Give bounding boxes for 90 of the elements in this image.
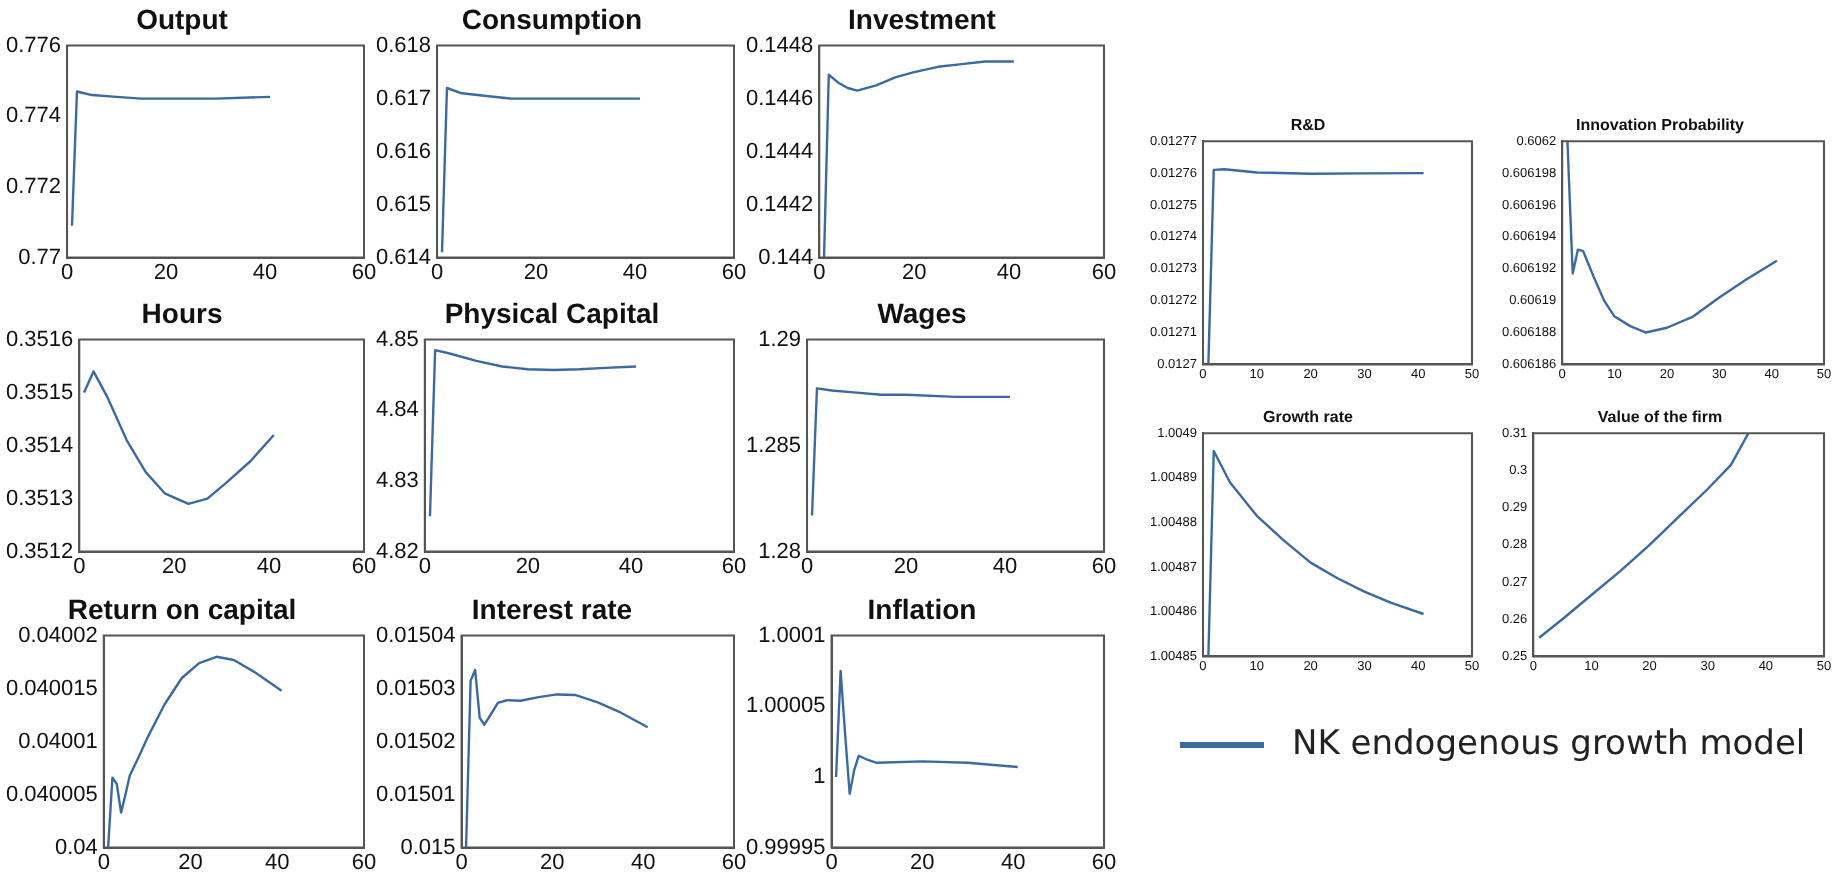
x-tick-label: 40 [252,260,278,285]
chart-title: Return on capital [67,592,297,625]
x-tick-label: 60 [721,554,747,579]
y-tick-label: 1.29 [758,327,802,352]
chart-title: Growth rate [1263,408,1354,427]
y-tick-label: 0.1448 [745,33,814,58]
x-tick-label: 20 [523,260,549,285]
x-tick-label: 0 [455,850,468,875]
x-tick-label: 40 [996,260,1022,285]
x-tick-label: 60 [1091,260,1117,285]
y-tick-label: 1.285 [745,433,802,458]
x-tick-label: 20 [161,554,187,579]
x-tick-label: 40 [630,850,656,875]
x-tick-label: 20 [153,260,179,285]
x-tick-label: 20 [178,850,203,875]
x-tick-label: 0 [97,850,110,875]
x-tick-label: 60 [721,260,747,285]
chart-title: Output [136,2,229,35]
chart-title: Hours [141,296,223,329]
x-tick-label: 40 [1000,850,1026,875]
y-tick-label: 0.618 [375,33,432,58]
y-tick-label: 0.015 [400,835,456,860]
y-tick-label: 0.77 [18,245,62,270]
x-tick-label: 0 [825,850,838,875]
y-tick-label: 4.84 [375,398,419,423]
chart-title: R&D [1290,116,1326,135]
chart-title: Inflation [867,592,977,625]
y-tick-label: 0.774 [5,104,62,129]
y-tick-label: 0.01503 [375,676,456,701]
y-tick-label: 0.99995 [745,835,826,860]
x-tick-label: 40 [265,850,290,875]
x-tick-label: 0 [418,554,431,579]
y-tick-label: 0.3514 [5,433,74,458]
y-tick-label: 0.3512 [5,539,74,564]
y-tick-label: 0.04001 [18,729,98,754]
x-tick-label: 0 [800,554,814,579]
y-tick-label: 0.616 [375,139,432,164]
x-tick-label: 40 [256,554,282,579]
y-tick-label: 1.00005 [745,694,826,719]
y-tick-label: 0.3515 [5,380,74,405]
y-tick-label: 4.83 [375,469,419,493]
chart-title: Value of the firm [1597,408,1723,427]
y-tick-label: 1.0001 [758,623,826,648]
x-tick-label: 60 [721,850,747,875]
y-tick-label: 0.1442 [745,192,814,217]
chart-title: Physical Capital [444,296,660,329]
x-tick-label: 60 [351,850,377,875]
y-tick-label: 0.1446 [745,86,814,111]
y-tick-label: 0.040015 [5,676,98,701]
chart-title: Wages [877,296,968,329]
y-tick-label: 4.85 [375,327,419,352]
chart-title: Innovation Probability [1575,116,1746,135]
y-tick-label: 0.3516 [5,327,74,352]
y-tick-label: 0.776 [5,33,62,58]
chart-title: Consumption [461,2,643,35]
y-tick-label: 0.3513 [5,486,74,511]
chart-title: Investment [848,2,997,35]
x-tick-label: 20 [901,260,927,285]
x-tick-label: 0 [813,260,826,285]
y-tick-label: 0.772 [5,175,62,199]
x-tick-label: 60 [1091,850,1117,875]
x-tick-label: 60 [1091,554,1117,579]
x-tick-label: 0 [60,260,74,285]
y-tick-label: 0.1444 [745,139,814,164]
y-tick-label: 0.01502 [375,729,456,754]
legend-label: NK endogenous growth model [1292,724,1806,764]
y-tick-label: 0.614 [375,245,432,270]
chart-title: Interest rate [471,592,633,625]
x-tick-label: 20 [515,554,541,579]
x-tick-label: 20 [893,554,919,579]
x-tick-label: 0 [430,260,444,285]
y-tick-label: 1 [813,765,826,789]
y-tick-label: 0.04002 [18,623,98,648]
x-tick-label: 40 [622,260,648,285]
y-tick-label: 0.617 [375,86,432,111]
y-tick-label: 4.82 [375,539,419,564]
y-tick-label: 0.040005 [5,782,98,807]
y-tick-label: 1.28 [758,539,802,564]
x-tick-label: 40 [618,554,644,579]
y-tick-label: 0.01504 [375,623,456,648]
x-tick-label: 20 [540,850,565,875]
y-tick-label: 0.01501 [375,782,456,807]
y-tick-label: 0.615 [375,192,432,217]
x-tick-label: 20 [910,850,935,875]
y-tick-label: 0.144 [758,245,814,270]
x-tick-label: 60 [351,554,377,579]
y-tick-label: 0.04 [54,835,98,860]
x-tick-label: 40 [992,554,1018,579]
x-tick-label: 0 [73,554,86,579]
x-tick-label: 60 [351,260,377,285]
